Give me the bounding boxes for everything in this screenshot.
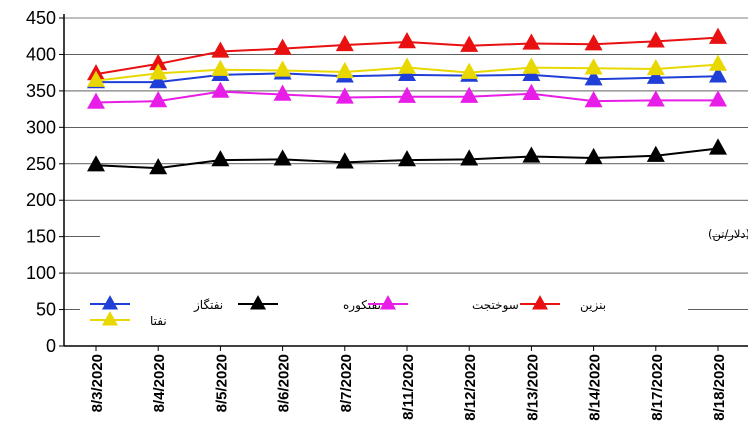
data-point-marker <box>87 92 105 109</box>
data-point-marker <box>709 66 727 83</box>
series <box>87 81 727 109</box>
x-tick-label: 8/18/2020 <box>711 354 728 421</box>
data-point-marker <box>398 32 416 49</box>
y-tick-label: 50 <box>36 300 56 320</box>
legend-background <box>80 291 688 329</box>
x-tick-label: 8/6/2020 <box>276 354 293 412</box>
data-point-marker <box>522 83 541 100</box>
series <box>87 27 727 81</box>
data-point-marker <box>709 54 727 71</box>
data-point-marker <box>646 145 665 162</box>
data-point-marker <box>584 69 603 86</box>
data-point-marker <box>335 61 354 79</box>
data-point-marker <box>398 150 416 167</box>
legend-marker-icon <box>250 295 266 310</box>
legend-label: بنزین <box>580 298 606 313</box>
y-tick-label: 250 <box>26 154 56 174</box>
data-point-marker <box>211 150 230 167</box>
legend-label: نفتا <box>150 314 167 328</box>
title-background <box>100 222 712 246</box>
y-tick-label: 100 <box>26 263 56 283</box>
data-point-marker <box>335 87 354 104</box>
legend-label: نفتگاز <box>193 298 223 313</box>
x-axis-ticks: 8/3/2020 8/4/2020 8/5/2020 8/6/2020 8/7/2020… <box>89 346 728 421</box>
y-tick-label: 200 <box>26 190 56 210</box>
x-tick-label: 8/3/2020 <box>89 354 106 412</box>
chart-title: قیمت روزانه فرآورده های نفتی در بازار سن… <box>708 227 748 242</box>
data-point-marker <box>273 84 292 101</box>
data-point-marker <box>273 149 292 166</box>
x-tick-label: 8/14/2020 <box>587 354 604 421</box>
data-point-marker <box>398 57 416 74</box>
data-point-marker <box>709 138 727 155</box>
data-point-marker <box>709 90 727 107</box>
data-point-marker <box>211 81 230 98</box>
data-point-marker <box>149 53 168 71</box>
legend-marker-icon <box>102 295 118 310</box>
data-point-marker <box>335 34 354 52</box>
y-tick-label: 300 <box>26 117 56 137</box>
data-point-marker <box>584 147 603 165</box>
data-point-marker <box>584 58 603 75</box>
data-point-marker <box>273 38 292 55</box>
x-tick-label: 8/4/2020 <box>151 354 168 412</box>
data-point-marker <box>460 62 479 79</box>
legend-label: سوختجت <box>472 298 519 313</box>
data-point-marker <box>709 27 727 44</box>
data-point-marker <box>646 90 665 107</box>
data-point-marker <box>149 91 168 108</box>
legend: نفتگاز نفتکوره سوختجت بنزین نفتا <box>90 295 606 328</box>
data-point-marker <box>87 155 105 172</box>
data-point-marker <box>149 158 168 175</box>
data-point-marker <box>398 86 416 103</box>
legend-marker-icon <box>102 311 118 326</box>
y-tick-label: 450 <box>26 8 56 28</box>
series <box>87 138 727 175</box>
data-point-marker <box>646 67 665 84</box>
x-tick-label: 8/7/2020 <box>338 354 355 412</box>
data-point-marker <box>87 70 105 87</box>
y-tick-label: 0 <box>46 336 56 356</box>
legend-marker-icon <box>532 295 548 310</box>
data-point-marker <box>584 34 603 51</box>
data-point-marker <box>522 57 541 74</box>
data-point-marker <box>646 31 665 48</box>
legend-label: نفتکوره <box>343 298 381 313</box>
legend-marker-icon <box>380 295 396 310</box>
x-tick-label: 8/17/2020 <box>649 354 666 421</box>
data-point-marker <box>211 59 230 76</box>
series-group <box>87 27 727 175</box>
data-point-marker <box>584 91 603 108</box>
data-point-marker <box>460 35 479 52</box>
y-tick-label: 150 <box>26 227 56 247</box>
data-point-marker <box>646 58 665 76</box>
data-point-marker <box>522 146 541 163</box>
data-point-marker <box>211 41 230 58</box>
x-tick-label: 8/13/2020 <box>524 354 541 421</box>
data-point-marker <box>149 63 168 80</box>
x-tick-label: 8/11/2020 <box>400 354 417 420</box>
data-point-marker <box>335 152 354 169</box>
data-point-marker <box>273 60 292 77</box>
y-tick-label: 400 <box>26 44 56 64</box>
y-axis-ticks: 0 50 100 150 200 250 300 350 400 450 <box>26 8 64 356</box>
x-tick-label: 8/5/2020 <box>213 354 230 412</box>
y-tick-label: 350 <box>26 81 56 101</box>
series <box>87 54 727 87</box>
data-point-marker <box>460 86 479 103</box>
data-point-marker <box>460 149 479 166</box>
x-tick-label: 8/12/2020 <box>462 354 479 421</box>
data-point-marker <box>522 33 541 50</box>
data-point-marker <box>149 72 168 89</box>
